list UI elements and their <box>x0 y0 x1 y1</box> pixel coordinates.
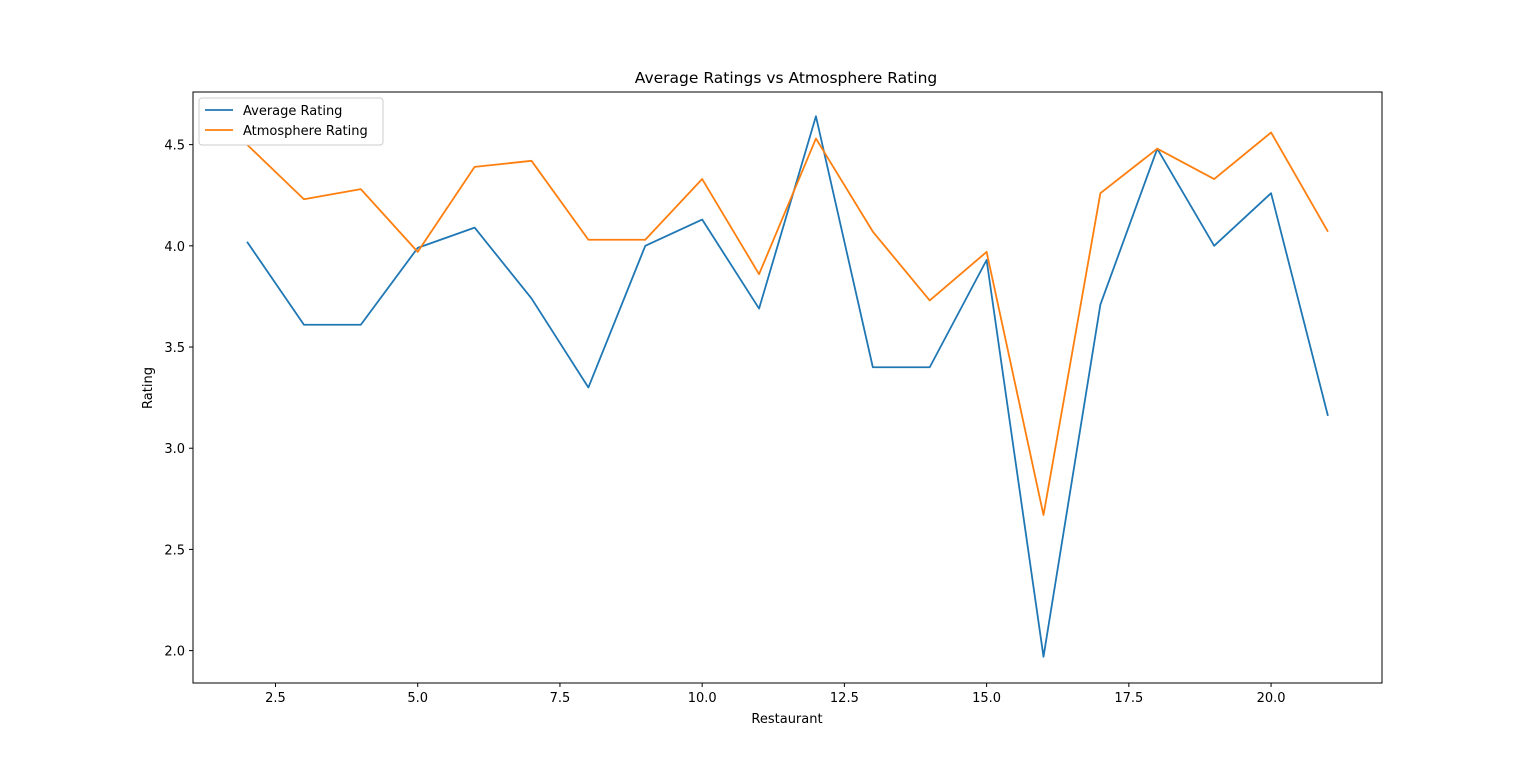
x-tick-label: 17.5 <box>1114 691 1143 706</box>
y-tick-label: 2.5 <box>164 543 185 558</box>
x-tick-label: 15.0 <box>972 691 1001 706</box>
y-axis-label: Rating <box>141 367 156 409</box>
x-tick-label: 7.5 <box>550 691 571 706</box>
legend: Average Rating Atmosphere Rating <box>198 97 384 146</box>
y-tick-label: 3.5 <box>164 341 185 356</box>
x-axis-label: Restaurant <box>751 712 822 727</box>
y-axis: 2.0 2.5 3.0 3.5 4.0 4.5 <box>164 139 193 660</box>
series-line-atmosphere-rating <box>246 131 1329 516</box>
x-tick-label: 10.0 <box>688 691 717 706</box>
plot-area <box>246 115 1329 658</box>
chart-title: Average Ratings vs Atmosphere Rating <box>635 69 937 87</box>
x-tick-label: 2.5 <box>265 691 286 706</box>
y-tick-label: 4.5 <box>164 139 185 154</box>
y-tick-label: 4.0 <box>164 240 185 255</box>
legend-label-average-rating: Average Rating <box>243 104 342 119</box>
y-tick-label: 2.0 <box>164 645 185 660</box>
x-tick-label: 12.5 <box>830 691 859 706</box>
legend-box <box>198 97 384 146</box>
x-axis: 2.5 5.0 7.5 10.0 12.5 15.0 17.5 20.0 <box>265 683 1286 706</box>
legend-label-atmosphere-rating: Atmosphere Rating <box>243 124 368 139</box>
x-tick-label: 5.0 <box>407 691 428 706</box>
x-tick-label: 20.0 <box>1257 691 1286 706</box>
plot-frame <box>192 91 1383 684</box>
series-line-average-rating <box>246 115 1329 658</box>
y-tick-label: 3.0 <box>164 442 185 457</box>
